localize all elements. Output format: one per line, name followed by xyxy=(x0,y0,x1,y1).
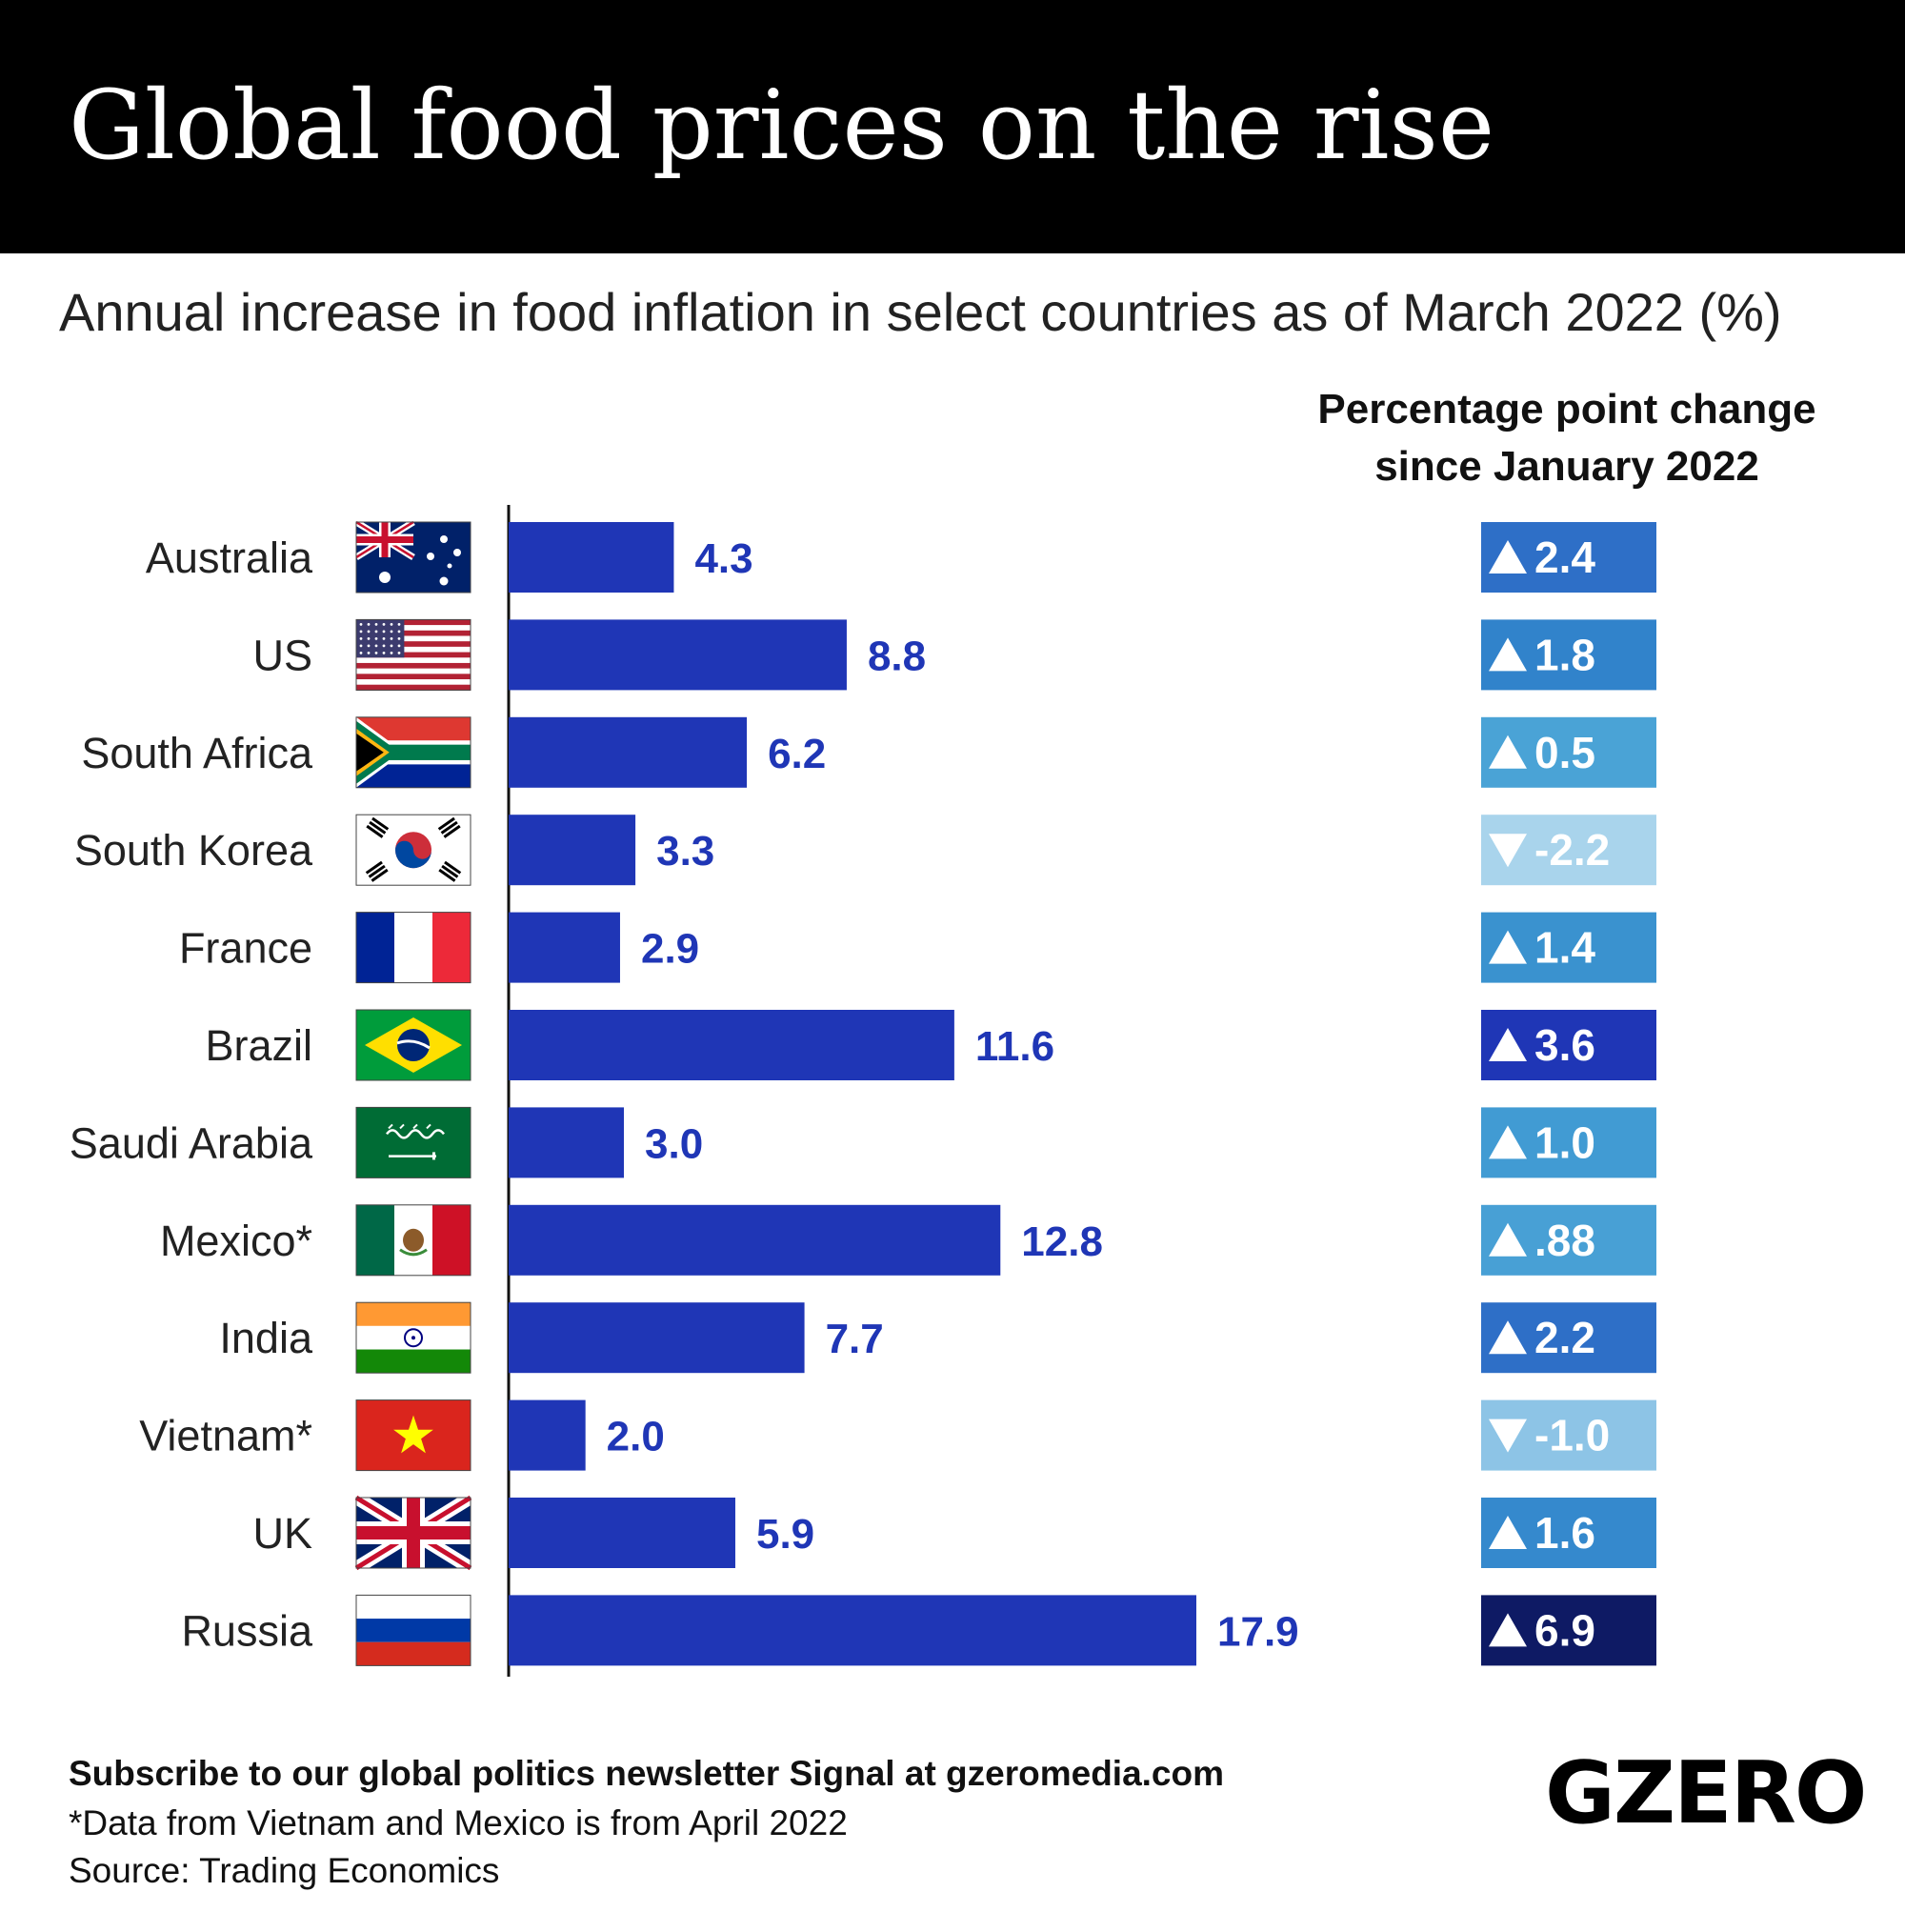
change-value-label: 6.9 xyxy=(1534,1605,1595,1655)
up-arrow-icon xyxy=(1489,1125,1527,1159)
brazil-flag xyxy=(355,1009,471,1081)
country-label: France xyxy=(179,924,312,973)
change-column-heading: Percentage point change since January 20… xyxy=(1281,381,1853,495)
uk-flag xyxy=(352,1492,474,1574)
bar-value-label: 2.9 xyxy=(641,926,699,973)
country-label: US xyxy=(252,631,312,679)
south-korea-flag xyxy=(355,814,471,886)
bar xyxy=(509,912,620,983)
change-badge: 1.6 xyxy=(1481,1498,1656,1568)
change-value-label: 1.4 xyxy=(1534,923,1595,973)
bar-value-label: 8.8 xyxy=(868,633,926,679)
change-value-label: 0.5 xyxy=(1534,728,1595,777)
bar-value-label: 3.0 xyxy=(645,1120,703,1167)
change-value-label: 1.6 xyxy=(1534,1508,1595,1558)
country-label: Brazil xyxy=(205,1021,312,1070)
source-text: Source: Trading Economics xyxy=(69,1851,500,1890)
vietnam-flag xyxy=(355,1399,471,1472)
bar-value-label: 11.6 xyxy=(975,1023,1054,1070)
bar xyxy=(509,619,847,691)
russia-flag xyxy=(355,1594,471,1666)
country-label: Mexico* xyxy=(160,1217,312,1265)
footer: Subscribe to our global politics newslet… xyxy=(69,1748,1224,1895)
header-bar: Global food prices on the rise xyxy=(0,0,1905,253)
bar xyxy=(509,1204,1001,1276)
bar xyxy=(509,1399,586,1471)
saudi-arabia-flag xyxy=(355,1106,471,1178)
change-value-label: 1.8 xyxy=(1534,630,1595,679)
change-badge: -1.0 xyxy=(1481,1399,1656,1471)
country-label: Vietnam* xyxy=(139,1412,312,1460)
bar-value-label: 4.3 xyxy=(694,535,752,582)
change-value-label: 2.2 xyxy=(1534,1313,1595,1362)
up-arrow-icon xyxy=(1489,1222,1527,1257)
up-arrow-icon xyxy=(1489,540,1527,574)
change-value-label: 3.6 xyxy=(1534,1020,1595,1070)
bar xyxy=(509,1010,954,1080)
up-arrow-icon xyxy=(1489,637,1527,672)
up-arrow-icon xyxy=(1489,930,1527,964)
change-value-label: -1.0 xyxy=(1534,1411,1610,1460)
bar xyxy=(509,1107,625,1178)
bar xyxy=(509,1595,1196,1666)
bar xyxy=(509,522,674,593)
australia-flag xyxy=(354,519,471,594)
bar xyxy=(509,815,636,886)
country-label: South Korea xyxy=(74,826,313,875)
bar-chart: Australia 4.3 2.4 US 8.8 1.8 South Africa 6.2 0.… xyxy=(70,505,1656,1677)
bar xyxy=(509,1302,805,1374)
down-arrow-icon xyxy=(1489,1419,1527,1453)
bar xyxy=(509,716,748,788)
up-arrow-icon xyxy=(1489,735,1527,769)
up-arrow-icon xyxy=(1489,1320,1527,1355)
country-label: UK xyxy=(252,1509,312,1558)
change-badge: .88 xyxy=(1481,1204,1656,1276)
down-arrow-icon xyxy=(1489,834,1527,868)
bar-value-label: 7.7 xyxy=(826,1316,884,1362)
bar-value-label: 2.0 xyxy=(607,1414,665,1460)
change-badge: 1.8 xyxy=(1481,619,1656,691)
bar-value-label: 17.9 xyxy=(1217,1608,1299,1655)
india-flag xyxy=(355,1301,471,1374)
chart-subtitle: Annual increase in food inflation in sel… xyxy=(59,282,1782,342)
change-heading-line-2: since January 2022 xyxy=(1374,443,1759,490)
footnote: *Data from Vietnam and Mexico is from Ap… xyxy=(69,1803,848,1842)
country-label: Russia xyxy=(181,1606,313,1655)
change-badge: 2.2 xyxy=(1481,1302,1656,1374)
change-heading-line-1: Percentage point change xyxy=(1317,386,1816,433)
change-badge: 2.4 xyxy=(1481,522,1656,593)
subscribe-text: Subscribe to our global politics newslet… xyxy=(69,1754,1225,1793)
up-arrow-icon xyxy=(1489,1613,1527,1647)
change-badge: 0.5 xyxy=(1481,716,1656,788)
change-value-label: 2.4 xyxy=(1534,533,1595,582)
change-badge: 1.4 xyxy=(1481,912,1656,983)
mexico-flag xyxy=(355,1204,471,1277)
south-africa-flag xyxy=(355,716,471,789)
chart-title: Global food prices on the rise xyxy=(69,70,1495,181)
change-value-label: .88 xyxy=(1534,1216,1595,1265)
up-arrow-icon xyxy=(1489,1028,1527,1061)
france-flag xyxy=(355,912,471,984)
change-badge: 6.9 xyxy=(1481,1595,1656,1666)
country-label: Australia xyxy=(146,533,313,582)
change-value-label: 1.0 xyxy=(1534,1117,1595,1167)
change-badge: -2.2 xyxy=(1481,815,1656,886)
change-badge: 3.6 xyxy=(1481,1010,1656,1080)
bar-value-label: 12.8 xyxy=(1021,1218,1103,1265)
change-badge: 1.0 xyxy=(1481,1107,1656,1178)
bar-value-label: 6.2 xyxy=(768,731,826,777)
bar xyxy=(509,1498,735,1568)
change-value-label: -2.2 xyxy=(1534,825,1610,875)
bar-value-label: 5.9 xyxy=(756,1511,814,1558)
us-flag xyxy=(355,618,471,691)
country-label: Saudi Arabia xyxy=(70,1118,313,1167)
bar-value-label: 3.3 xyxy=(656,828,714,875)
up-arrow-icon xyxy=(1489,1516,1527,1549)
country-label: India xyxy=(219,1314,313,1362)
country-label: South Africa xyxy=(81,729,313,777)
gzero-logo: GZERO xyxy=(1545,1743,1867,1843)
